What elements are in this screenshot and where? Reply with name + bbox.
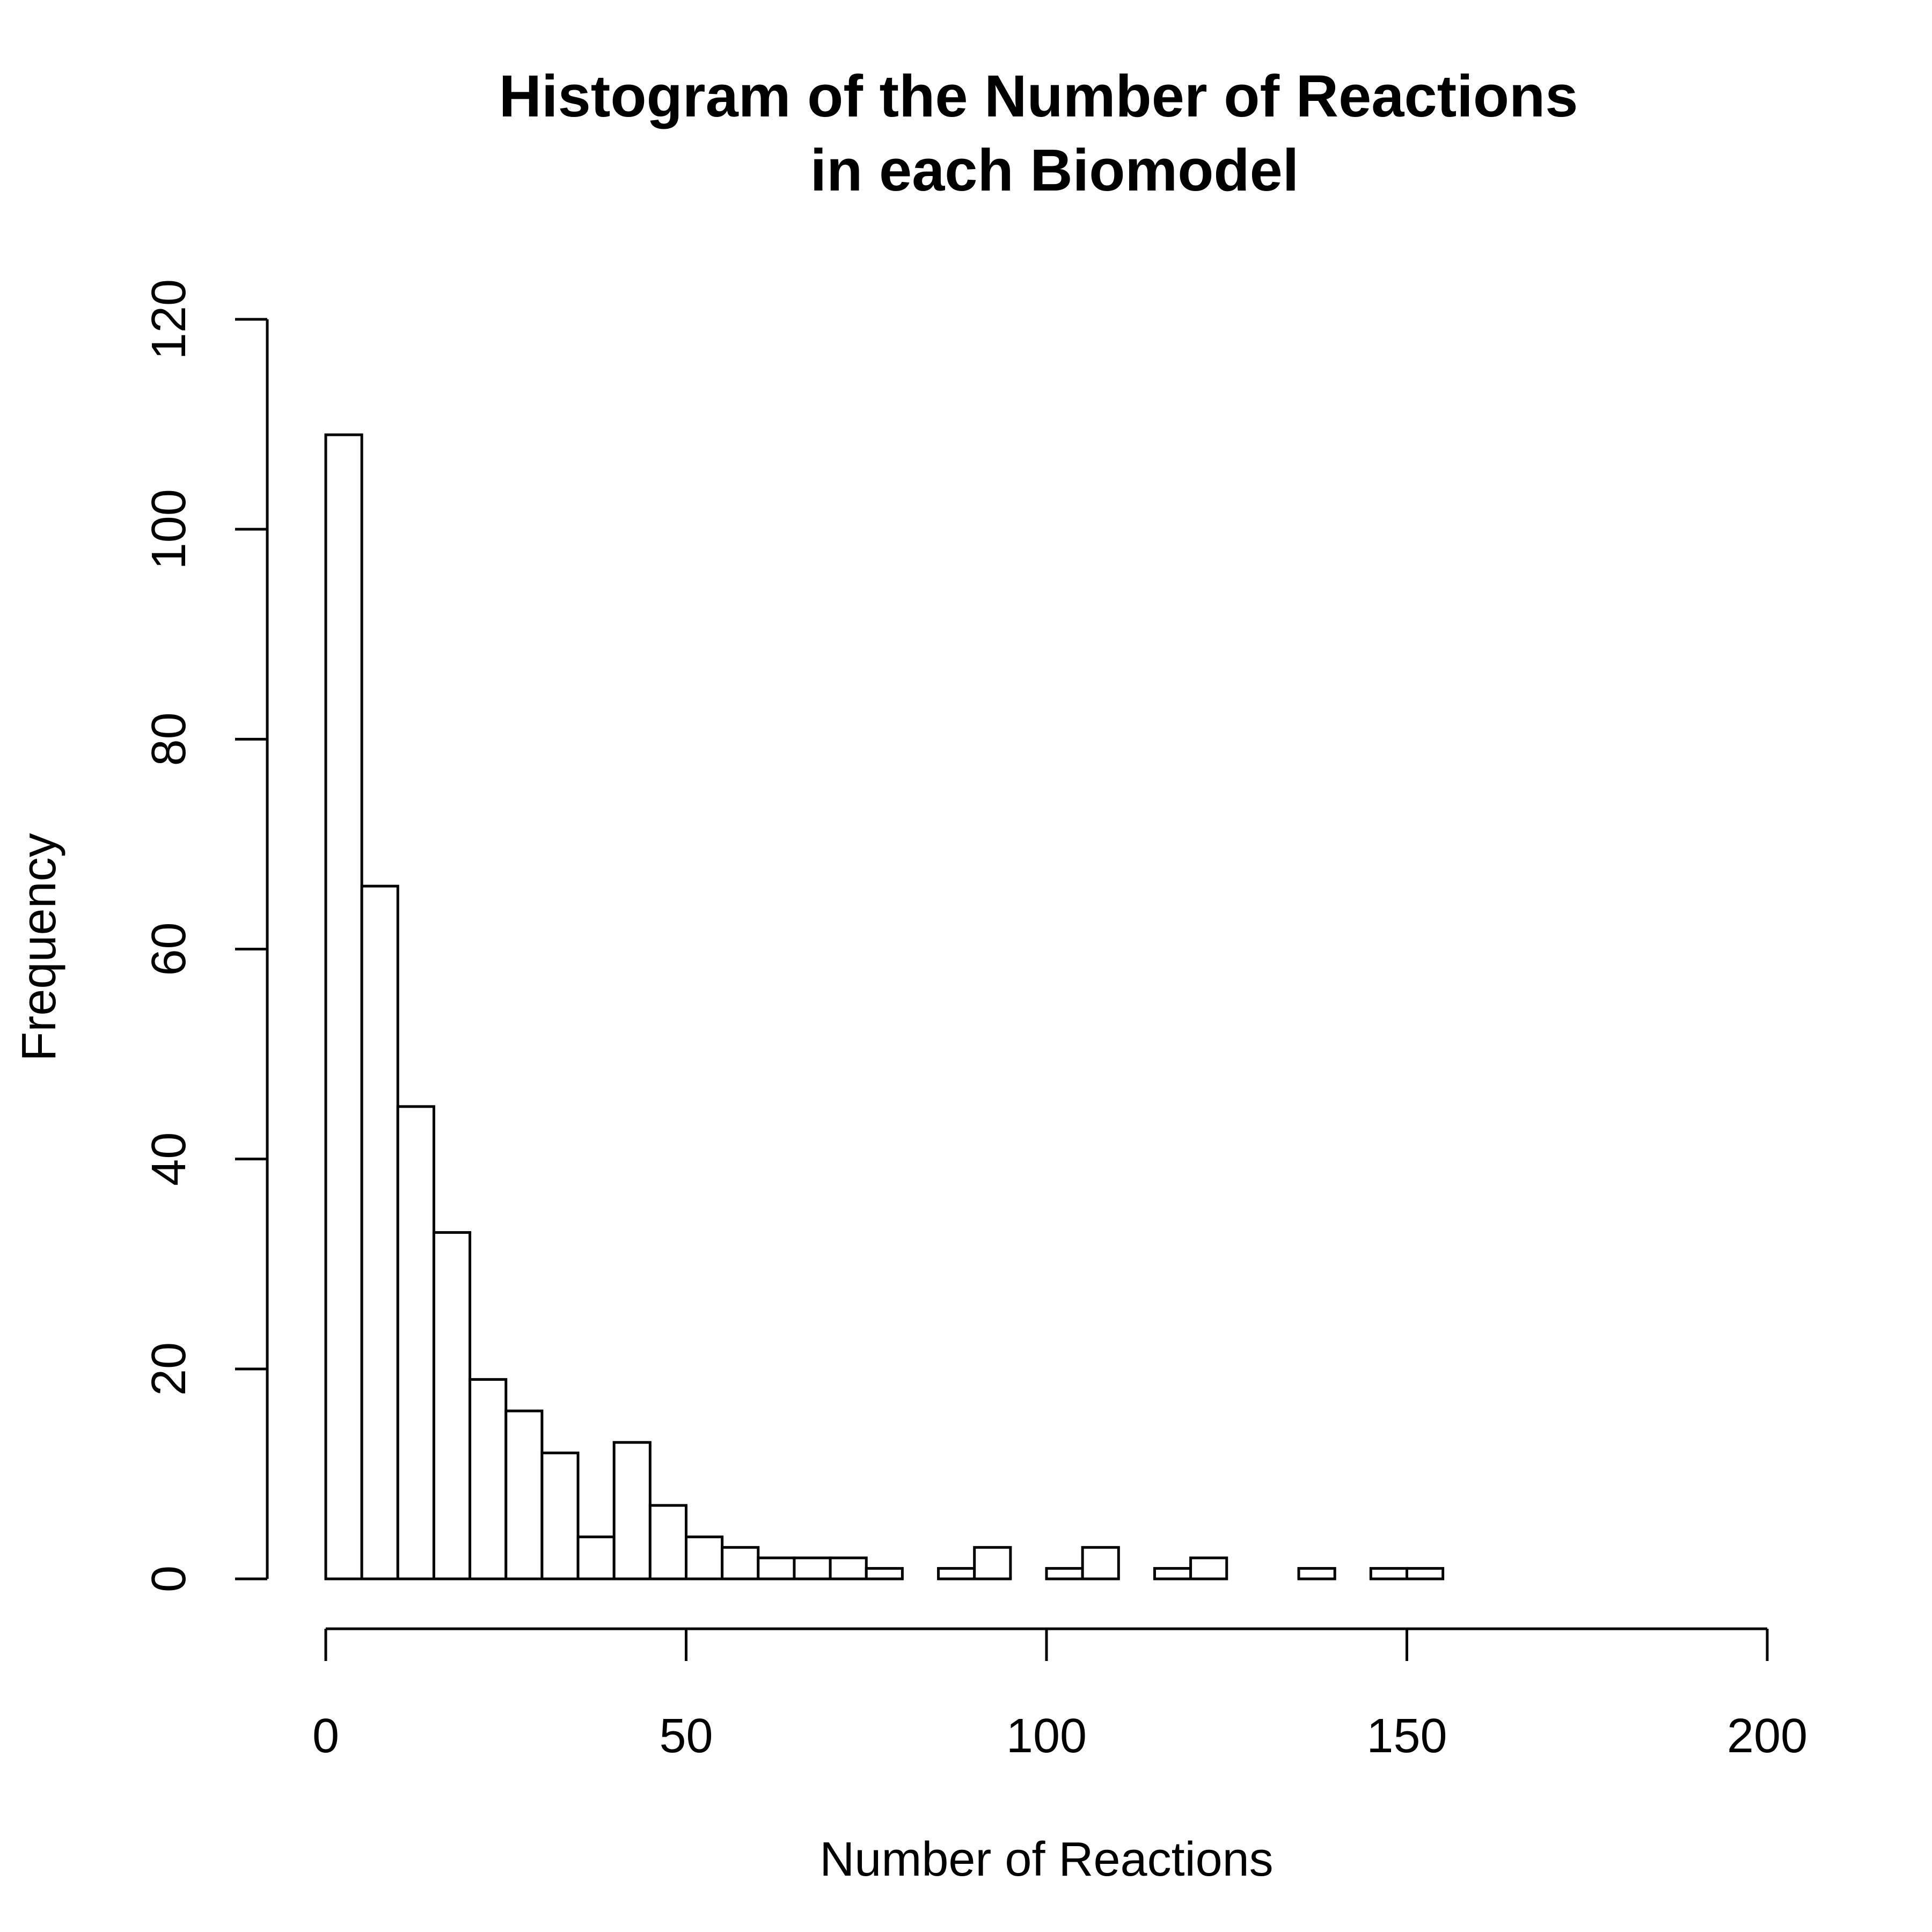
histogram-bar-1 xyxy=(360,884,399,1580)
y-tick-label-5: 100 xyxy=(142,489,196,569)
y-tick-label-6: 120 xyxy=(142,279,196,360)
histogram-bar-7 xyxy=(576,1535,616,1580)
chart-title-line-1: Histogram of the Number of Reactions xyxy=(499,63,1578,129)
histogram-bar-12 xyxy=(757,1556,796,1580)
y-tick-label-2: 40 xyxy=(142,1132,196,1186)
y-tick-label-4: 80 xyxy=(142,712,196,766)
histogram-bar-9 xyxy=(648,1504,687,1580)
histogram-bar-17 xyxy=(937,1567,976,1580)
y-tick-label-3: 60 xyxy=(142,922,196,976)
x-tick-label-3: 150 xyxy=(1366,1709,1447,1763)
histogram-bar-6 xyxy=(540,1451,580,1580)
y-axis-label: Frequency xyxy=(12,833,66,1061)
histogram-bar-13 xyxy=(793,1556,832,1580)
histogram-bar-5 xyxy=(504,1409,544,1580)
histogram-bar-3 xyxy=(432,1231,472,1580)
histogram-bar-2 xyxy=(396,1105,435,1580)
x-tick-label-0: 0 xyxy=(312,1709,339,1763)
x-axis: 0 50 100 150 200 xyxy=(312,1627,1807,1763)
histogram-bar-11 xyxy=(721,1546,760,1580)
x-tick-label-4: 200 xyxy=(1727,1709,1807,1763)
histogram-bar-4 xyxy=(469,1378,508,1580)
y-tick-label-1: 20 xyxy=(142,1342,196,1396)
histogram-bar-24 xyxy=(1189,1556,1228,1580)
y-axis: 0 20 40 60 80 100 120 xyxy=(142,279,269,1592)
y-tick-label-0: 0 xyxy=(142,1565,196,1592)
chart-title-line-2: in each Biomodel xyxy=(810,137,1299,203)
x-tick-label-1: 50 xyxy=(659,1709,713,1763)
histogram-bar-15 xyxy=(865,1567,904,1580)
x-tick-label-2: 100 xyxy=(1006,1709,1087,1763)
histogram-bar-27 xyxy=(1297,1567,1336,1580)
histogram-bar-29 xyxy=(1369,1567,1409,1580)
histogram-bars xyxy=(324,433,1445,1580)
histogram-bar-23 xyxy=(1153,1567,1192,1580)
x-axis-label: Number of Reactions xyxy=(819,1833,1273,1886)
histogram-bar-8 xyxy=(612,1441,652,1580)
histogram-bar-18 xyxy=(973,1546,1012,1580)
histogram-bar-10 xyxy=(685,1535,724,1580)
histogram-bar-21 xyxy=(1081,1546,1120,1580)
histogram-bar-30 xyxy=(1406,1567,1445,1580)
histogram-bar-14 xyxy=(829,1556,868,1580)
histogram-bar-20 xyxy=(1045,1567,1084,1580)
histogram-bar-0 xyxy=(324,433,363,1580)
